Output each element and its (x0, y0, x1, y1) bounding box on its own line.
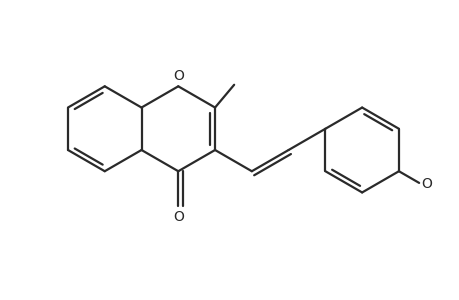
Text: O: O (174, 69, 184, 83)
Text: O: O (420, 177, 431, 191)
Text: O: O (173, 210, 183, 224)
